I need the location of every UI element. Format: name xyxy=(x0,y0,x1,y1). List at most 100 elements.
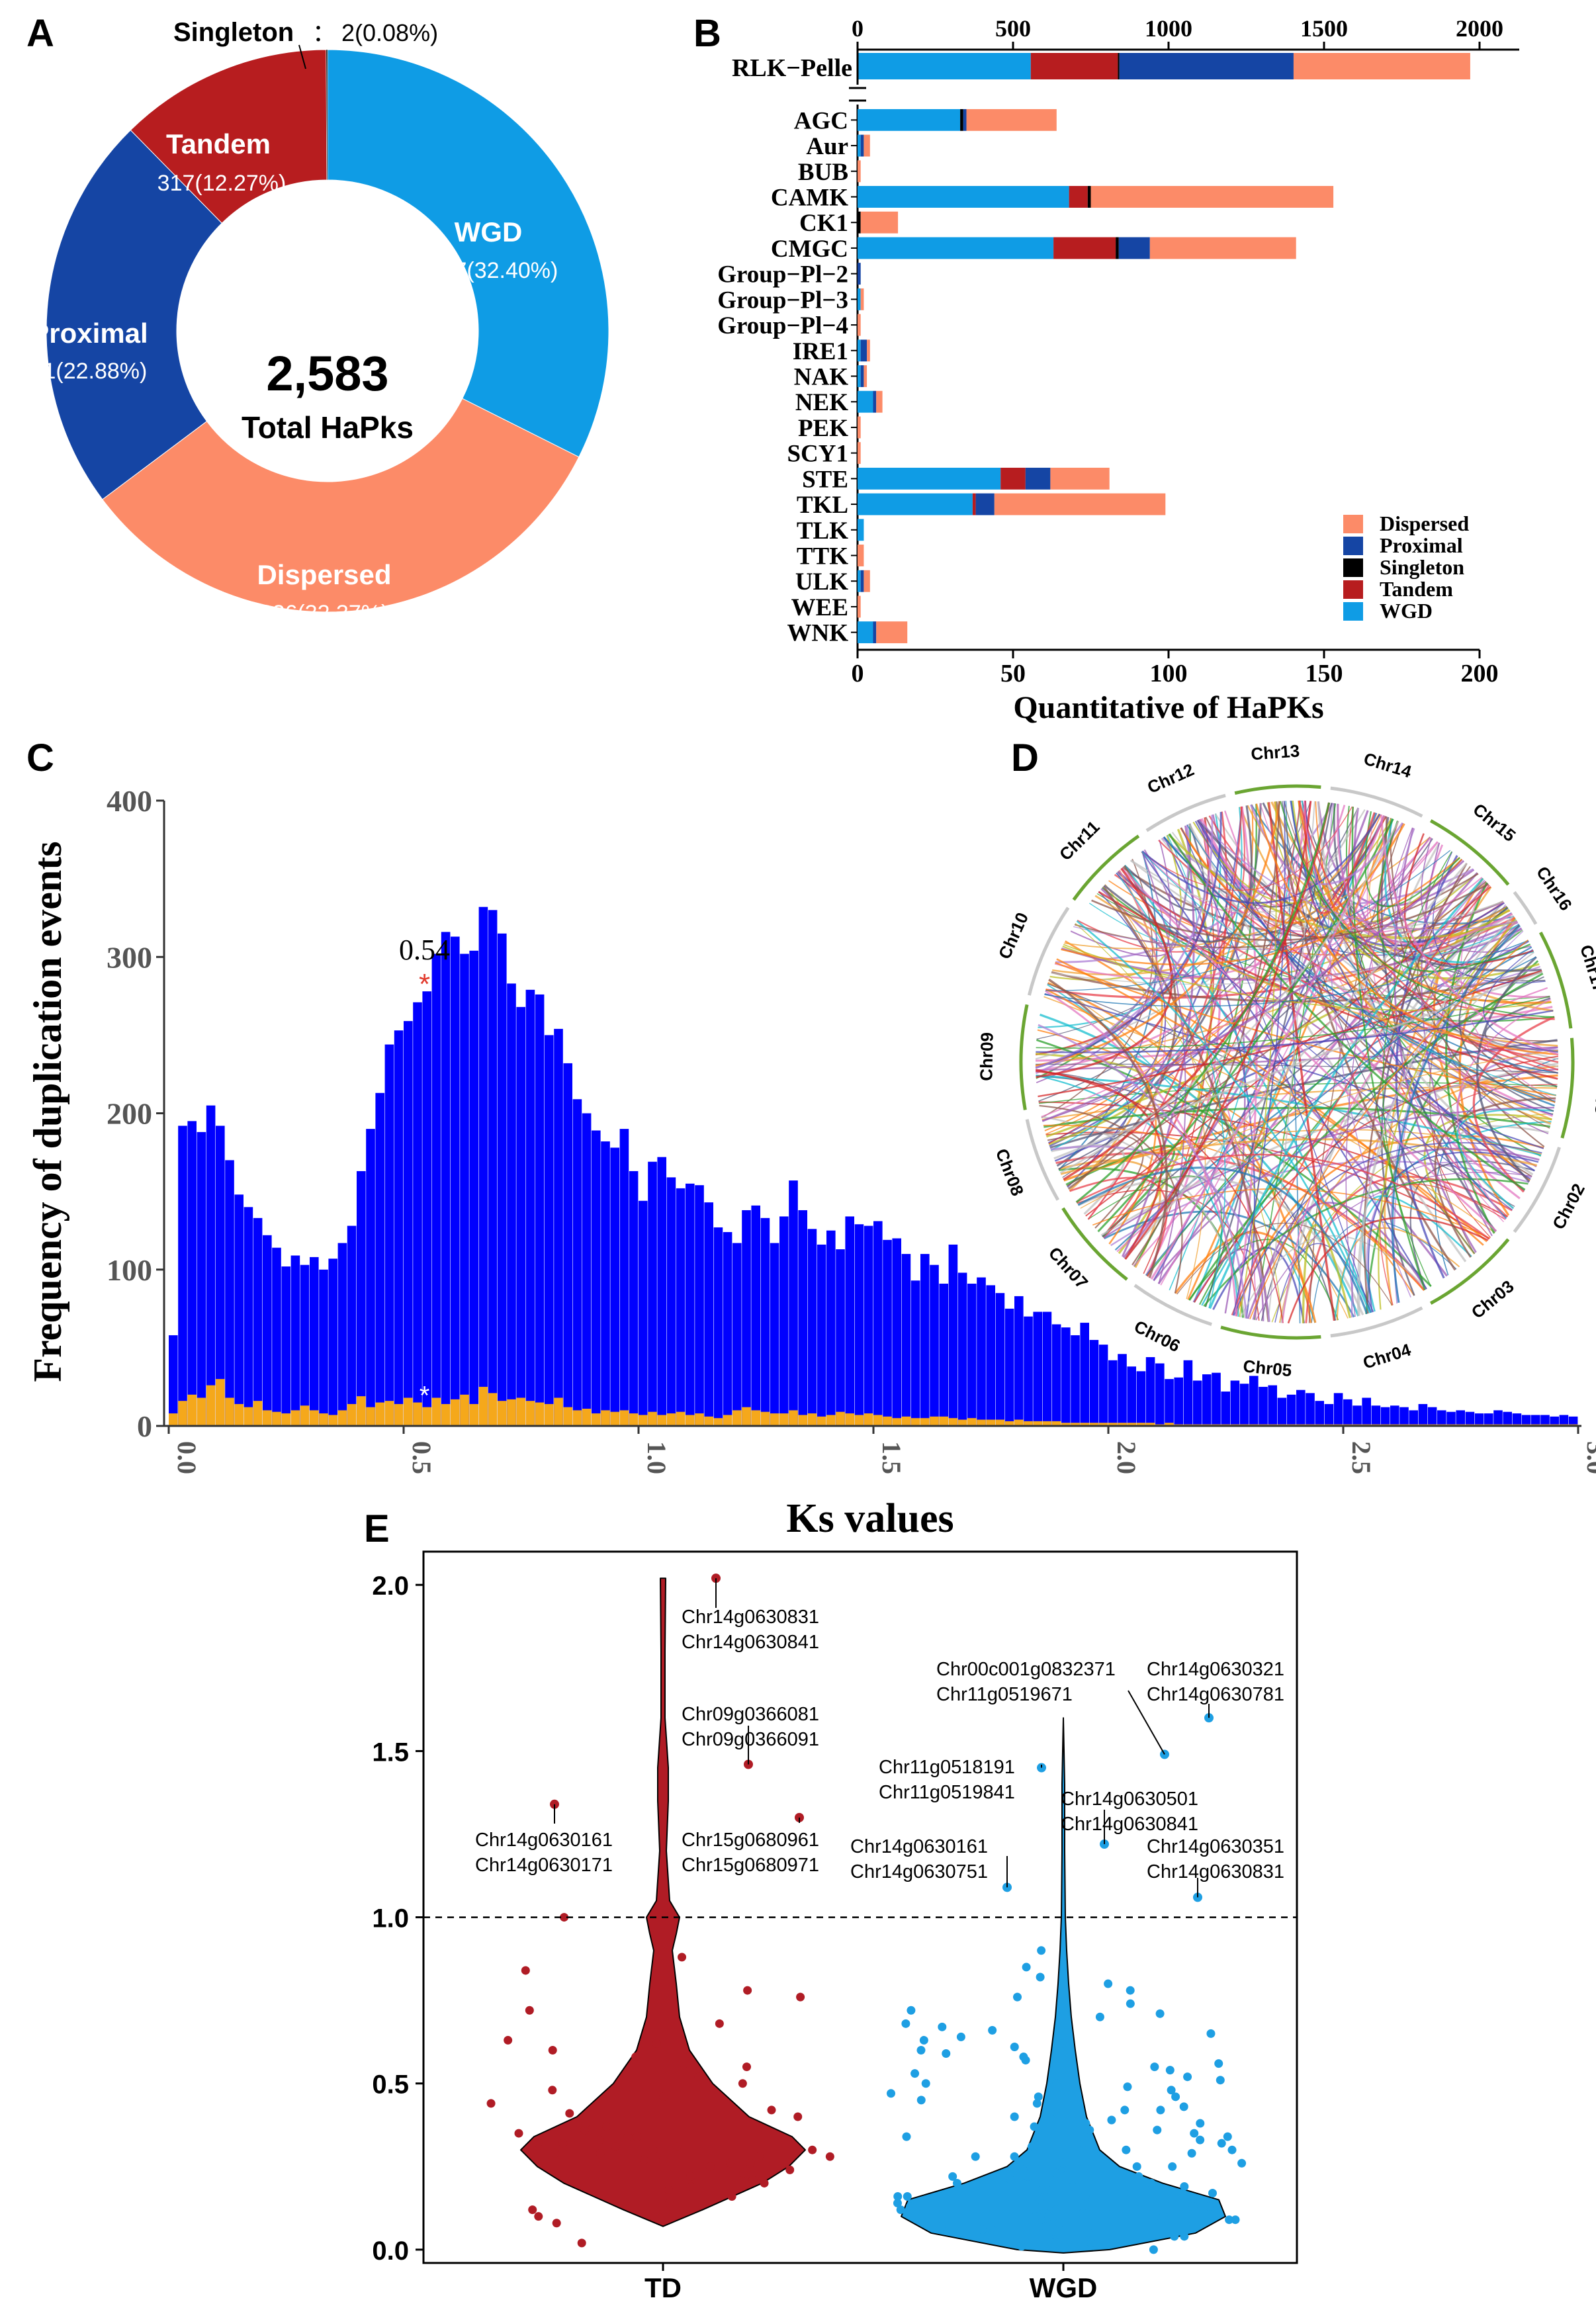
point-wgd xyxy=(1104,1979,1113,1988)
y-tick-label-e: 2.0 xyxy=(372,1571,409,1601)
circos-link xyxy=(1116,873,1513,1211)
hist-bar-all xyxy=(328,1259,337,1426)
hist-bar-subset xyxy=(197,1397,206,1426)
top-tick-label: 2000 xyxy=(1456,15,1503,42)
donut-center-label: Total HaPks xyxy=(242,410,414,445)
x-tick-label-c: 0.5 xyxy=(407,1441,437,1474)
hist-bar-subset xyxy=(337,1410,347,1426)
bar-segment-wgd xyxy=(858,621,873,644)
hist-bar-all xyxy=(1221,1392,1230,1426)
outlier-annotations: Chr14g0630831 Chr14g0630841 Chr09g0366081 C… xyxy=(475,1573,1284,1902)
hist-bar-all xyxy=(1192,1380,1202,1426)
bar-segment-proximal xyxy=(1118,237,1150,259)
hist-bar-all xyxy=(357,1171,366,1426)
bar-segment-proximal xyxy=(1025,467,1051,490)
bar-segment-proximal xyxy=(873,621,877,644)
bottom-tick-label: 100 xyxy=(1150,660,1188,687)
point-td xyxy=(664,2185,673,2194)
hist-bar-all xyxy=(1174,1377,1183,1426)
hist-bar-subset xyxy=(1004,1421,1014,1426)
bottom-tick-label: 50 xyxy=(1000,660,1026,687)
bottom-tick-label: 0 xyxy=(852,660,864,687)
circos-link xyxy=(1476,956,1537,1183)
circos-link xyxy=(1304,801,1483,933)
point-wgd xyxy=(1030,2122,1039,2131)
singleton-leader-line xyxy=(298,44,306,69)
chromosome-label: Chr15 xyxy=(1469,799,1519,846)
point-td xyxy=(565,2109,574,2118)
x-ticks-e: TD WGD xyxy=(644,2263,1097,2300)
point-td xyxy=(640,2155,649,2164)
hist-bar-subset xyxy=(957,1419,967,1426)
category-label: Group−Pl−4 xyxy=(717,312,848,339)
hist-bar-subset xyxy=(244,1407,253,1426)
hist-bar-all xyxy=(1014,1296,1024,1426)
circos-link xyxy=(1394,827,1477,1253)
chromosome-label: Chr07 xyxy=(1045,1243,1092,1293)
violin-td xyxy=(520,1577,806,2227)
chromosome-arc xyxy=(1025,1119,1060,1201)
hist-bar-subset xyxy=(619,1410,629,1426)
point-td xyxy=(534,2212,543,2221)
point-wgd xyxy=(1126,1986,1135,1995)
point-td xyxy=(560,1913,569,1922)
chromosome-arc xyxy=(1133,1284,1212,1326)
category-label: Group−Pl−2 xyxy=(717,261,848,288)
point-wgd xyxy=(1196,2135,1205,2145)
circos-link xyxy=(1037,1029,1415,1296)
hist-bar-all xyxy=(930,1264,939,1426)
bar-segment-wgd xyxy=(858,186,1069,208)
point-td xyxy=(602,2122,611,2131)
hist-bar-subset xyxy=(836,1411,845,1426)
category-label: IRE1 xyxy=(793,338,848,365)
hist-bar-all xyxy=(1371,1405,1381,1426)
category-label: CMGC xyxy=(771,236,848,263)
hist-bar-all xyxy=(525,989,535,1426)
point-td xyxy=(726,2158,735,2168)
hist-bar-all xyxy=(1165,1379,1174,1426)
x-axis-title-b: Quantitative of HaPKs xyxy=(1013,690,1323,725)
point-wgd xyxy=(942,2049,951,2058)
bar-segment-wgd xyxy=(858,237,1054,259)
hist-bar-all xyxy=(1465,1411,1475,1426)
jitter-points xyxy=(486,1913,1247,2254)
point-wgd xyxy=(1168,2199,1177,2208)
hist-bar-all xyxy=(592,1130,601,1426)
bar-segment-dispersed xyxy=(876,390,883,413)
point-td xyxy=(514,2129,523,2138)
point-td xyxy=(738,2079,747,2088)
bar-segment-dispersed xyxy=(860,211,899,234)
point-td xyxy=(659,2092,668,2101)
outlier-label-2: Chr11g0519671 xyxy=(936,1684,1073,1705)
hist-bar-all xyxy=(375,1092,384,1426)
point-wgd xyxy=(1081,2119,1090,2128)
y-tick-label-c: 400 xyxy=(107,784,152,818)
rlk-pelle-segment-singleton xyxy=(1118,53,1120,79)
circos-link xyxy=(1150,815,1386,1280)
point-wgd xyxy=(1159,2212,1168,2221)
circos-link xyxy=(1066,881,1487,1187)
hist-bar-subset xyxy=(488,1393,498,1426)
circos-link xyxy=(1036,867,1173,1079)
x-tick-label-c: 1.5 xyxy=(877,1441,907,1474)
hist-bar-all xyxy=(1493,1410,1503,1426)
point-td xyxy=(525,2006,534,2015)
point-td xyxy=(533,2139,543,2148)
panel-label-e: E xyxy=(364,1507,390,1550)
bar-segment-wgd xyxy=(858,390,873,413)
hist-bar-subset xyxy=(648,1411,657,1426)
chromosome-arc xyxy=(1513,891,1538,925)
y-ticks-c: 0 100 200 300 400 xyxy=(107,784,164,1443)
y-tick-label-c: 100 xyxy=(107,1253,152,1287)
hist-bar-subset xyxy=(995,1419,1005,1426)
hist-bar-all xyxy=(1249,1376,1259,1426)
bar-segment-dispersed xyxy=(867,339,870,362)
point-td xyxy=(633,2132,642,2141)
hist-bar-subset xyxy=(901,1416,911,1426)
point-td xyxy=(678,2066,687,2075)
hist-bar-subset xyxy=(751,1410,760,1426)
panel-e-violin: E Chr14g0630831 Chr14g0630841 Chr09g036608… xyxy=(364,1507,1298,2300)
bar-segment-proximal xyxy=(860,134,864,157)
hist-bar-all xyxy=(704,1202,713,1426)
top-tick-label: 0 xyxy=(852,15,864,42)
